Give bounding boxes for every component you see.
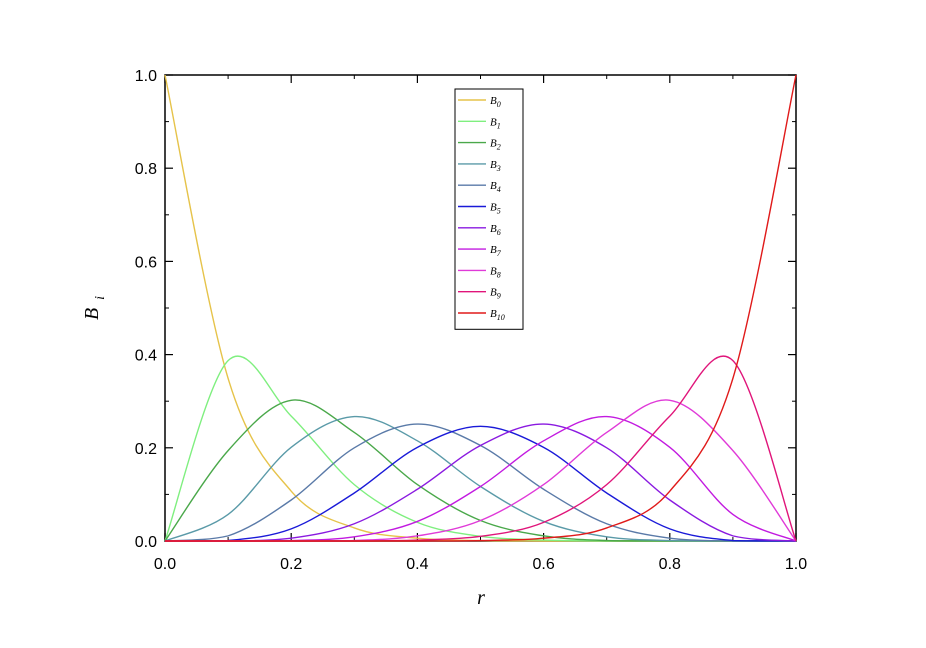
legend-entry-sub: 0 [497, 100, 501, 109]
legend-entry-sub: 9 [497, 292, 501, 301]
series-line-b9 [164, 355, 797, 542]
series-line-b6 [164, 423, 797, 542]
series-line-b1 [164, 355, 796, 542]
x-tick-label: 1.0 [785, 556, 807, 573]
y-axis-title-sub: i [93, 296, 108, 300]
legend-entry-base: B [490, 308, 497, 320]
legend-entry: B4 [490, 180, 501, 194]
y-tick-label: 1.0 [135, 68, 157, 85]
legend-entry-base: B [490, 244, 497, 256]
legend-entry-base: B [490, 202, 497, 214]
legend-entry: B5 [490, 202, 501, 216]
legend-entry-sub: 2 [497, 143, 501, 152]
series-line-b3 [164, 415, 796, 542]
x-tick-label: 0.6 [532, 556, 554, 573]
legend-entry-sub: 10 [497, 313, 505, 322]
legend-entry-base: B [490, 116, 497, 128]
y-axis-title-base: B [81, 308, 103, 320]
series-line-b4 [164, 423, 796, 542]
x-axis-title: r [477, 587, 485, 609]
legend-entry-sub: 8 [497, 270, 501, 279]
legend-entry: B9 [490, 287, 501, 301]
y-tick-label: 0.8 [135, 161, 157, 178]
legend-box [454, 88, 524, 330]
legend-entry-sub: 3 [496, 164, 501, 173]
y-tick-label: 0.4 [135, 348, 157, 365]
legend-entry: B1 [490, 116, 501, 130]
legend-entry: B2 [490, 138, 501, 152]
legend-entry-sub: 6 [497, 228, 501, 237]
series-line-b5 [164, 425, 797, 542]
legend-entry: B7 [490, 244, 502, 258]
legend-entry-base: B [490, 265, 497, 277]
legend-entry-base: B [490, 180, 497, 192]
series-line-b10 [164, 74, 797, 542]
legend-entry: B8 [490, 265, 501, 279]
legend-entry: B6 [490, 223, 501, 237]
legend-entry-base: B [490, 159, 497, 171]
series-line-b7 [164, 415, 797, 542]
y-axis-title: B i [81, 296, 108, 320]
x-tick-label: 0.8 [659, 556, 681, 573]
legend-entry-base: B [490, 287, 497, 299]
x-tick-label: 0.2 [280, 556, 302, 573]
legend-entry: B3 [490, 159, 501, 173]
series-lines [164, 74, 797, 542]
y-tick-label: 0.0 [135, 534, 157, 551]
legend-entry: B0 [490, 95, 501, 109]
legend-entry-sub: 4 [497, 185, 501, 194]
legend-entry-base: B [490, 138, 497, 150]
series-line-b8 [164, 399, 797, 542]
legend-entry-sub: 5 [497, 207, 501, 216]
x-tick-label: 0.0 [154, 556, 176, 573]
legend-entry-sub: 1 [497, 121, 501, 130]
legend-entry-base: B [490, 95, 497, 107]
legend-entry-sub: 7 [497, 249, 502, 258]
axis-labels: r B i [81, 296, 485, 609]
y-tick-label: 0.6 [135, 254, 157, 271]
y-tick-label: 0.2 [135, 441, 157, 458]
legend-entry: B10 [490, 308, 505, 322]
legend-entry-base: B [490, 223, 497, 235]
x-tick-label: 0.4 [406, 556, 428, 573]
